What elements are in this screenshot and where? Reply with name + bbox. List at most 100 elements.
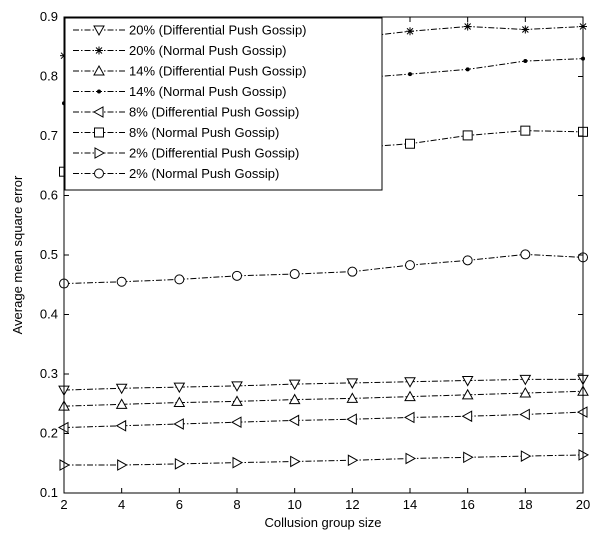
data-point-marker [288,379,301,391]
legend-entry: 8% (Differential Push Gossip) [73,105,299,120]
data-point-marker [97,89,101,94]
data-point-marker [93,64,105,76]
data-point-marker [521,25,530,34]
data-point-marker [92,106,104,118]
y-tick-label: 0.9 [40,9,58,24]
data-point-marker [406,27,414,36]
legend-entry: 14% (Differential Push Gossip) [73,64,307,79]
data-point-marker [115,419,127,432]
y-tick-label: 0.8 [40,69,58,84]
data-point-marker [404,390,416,402]
data-point-marker [115,383,128,395]
data-point-marker [117,459,128,471]
data-point-marker [290,455,301,468]
star-stroke [464,23,472,30]
data-point-marker [403,411,415,424]
data-point-marker [519,387,532,398]
data-point-marker [519,374,532,386]
legend-entry: 20% (Differential Push Gossip) [73,23,307,38]
x-tick-label: 6 [176,497,183,512]
series-line [63,58,584,104]
data-point-marker [94,127,104,138]
legend-label: 8% (Differential Push Gossip) [129,105,299,120]
data-point-marker [405,452,417,465]
data-point-marker [115,398,128,409]
legend-entry: 14% (Normal Push Gossip) [73,84,287,99]
data-point-marker [405,260,415,271]
legend-label: 14% (Differential Push Gossip) [129,64,307,79]
data-point-marker [346,392,359,403]
star-stroke [521,26,529,33]
legend-label: 20% (Normal Push Gossip) [129,43,287,58]
data-point-marker [347,454,359,467]
data-point-marker [288,393,301,405]
series-line [63,130,584,173]
series-0 [58,374,589,397]
x-tick-label: 16 [460,497,474,512]
data-point-marker [94,168,104,179]
legend-label: 14% (Normal Push Gossip) [129,84,287,99]
x-tick-label: 4 [118,497,125,512]
data-point-marker [116,276,127,287]
y-axis-title: Average mean square error [10,175,25,334]
x-tick-label: 20 [576,497,590,512]
data-point-marker [173,396,186,408]
legend-box [64,17,383,191]
data-point-marker [463,451,474,464]
data-point-marker [288,414,300,427]
legend-label: 20% (Differential Push Gossip) [129,23,307,38]
data-point-marker [405,138,415,149]
y-tick-label: 0.3 [40,366,58,381]
data-point-marker [462,130,473,141]
data-point-marker [461,376,474,387]
data-point-marker [289,269,300,280]
data-point-marker [346,413,357,426]
data-point-marker [173,418,184,430]
data-point-marker [347,266,358,277]
x-tick-label: 2 [60,497,67,512]
series-2 [58,385,589,411]
y-tick-label: 0.6 [40,188,58,203]
data-point-marker [93,25,105,37]
series-6 [59,449,590,471]
star-stroke [95,47,103,54]
data-point-marker [95,46,103,55]
x-tick-label: 8 [233,497,240,512]
axes-layer [63,16,584,494]
legend-entry: 8% (Normal Push Gossip) [73,125,279,140]
y-tick-label: 0.1 [40,485,58,500]
data-point-marker [461,410,473,423]
legend-label: 2% (Normal Push Gossip) [129,166,279,181]
x-tick-label: 12 [345,497,359,512]
legend-label: 8% (Normal Push Gossip) [129,125,279,140]
y-tick-label: 0.5 [40,247,58,262]
data-point-marker [174,457,186,470]
data-point-marker [174,274,185,285]
data-point-marker [523,59,528,64]
data-point-marker [408,72,412,77]
x-tick-label: 14 [403,497,417,512]
data-point-marker [463,22,472,31]
data-point-marker [173,382,186,394]
x-axis-title: Collusion group size [264,515,381,530]
data-point-marker [231,381,243,392]
x-tick-label: 10 [287,497,301,512]
data-point-marker [94,147,106,159]
legend-entry: 20% (Normal Push Gossip) [73,43,287,58]
data-point-marker [346,378,359,389]
data-point-marker [520,249,531,260]
data-point-marker [461,388,474,400]
legend-entry: 2% (Normal Push Gossip) [73,166,279,181]
star-stroke [406,27,414,35]
data-point-marker [519,408,530,421]
tick-labels: 2 4 6 8 10 12 14 16 18 20 0.1 0.2 0.3 0.4 0.5 0.6 0.7 0.8… [40,9,590,512]
y-tick-label: 0.4 [40,307,58,322]
data-point-marker [232,456,244,469]
data-point-marker [232,270,242,281]
y-tick-label: 0.7 [40,128,58,143]
y-tick-label: 0.2 [40,426,58,441]
legend-entry: 2% (Differential Push Gossip) [73,146,299,161]
series-line [63,26,584,57]
data-point-marker [230,416,242,429]
